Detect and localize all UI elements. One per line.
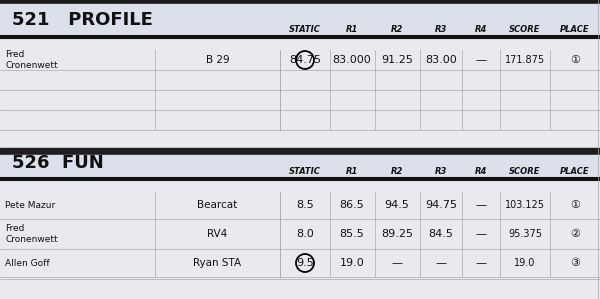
Text: PLACE: PLACE — [560, 167, 590, 176]
Text: 9.5: 9.5 — [296, 258, 314, 268]
Text: 8.5: 8.5 — [296, 201, 314, 210]
Text: Ryan STA: Ryan STA — [193, 258, 242, 268]
Text: R4: R4 — [475, 167, 487, 176]
Text: —: — — [391, 258, 403, 268]
Text: R2: R2 — [391, 167, 403, 176]
Text: Pete Mazur: Pete Mazur — [5, 201, 55, 210]
Text: 526  FUN: 526 FUN — [12, 154, 104, 172]
Text: —: — — [475, 201, 487, 210]
Text: R3: R3 — [435, 167, 447, 176]
Text: Fred
Cronenwett: Fred Cronenwett — [5, 50, 58, 70]
Text: 103.125: 103.125 — [505, 201, 545, 210]
Text: 8.0: 8.0 — [296, 229, 314, 239]
Text: 85.5: 85.5 — [340, 229, 364, 239]
Text: PLACE: PLACE — [560, 25, 590, 33]
Text: Fred
Cronenwett: Fred Cronenwett — [5, 224, 58, 244]
Text: Bearcat: Bearcat — [197, 201, 238, 210]
Text: R2: R2 — [391, 25, 403, 33]
Text: —: — — [475, 258, 487, 268]
Text: ①: ① — [570, 55, 580, 65]
Text: R3: R3 — [435, 25, 447, 33]
Text: 89.25: 89.25 — [381, 229, 413, 239]
Text: 86.5: 86.5 — [340, 201, 364, 210]
Text: RV4: RV4 — [208, 229, 227, 239]
Text: STATIC: STATIC — [289, 167, 321, 176]
Text: SCORE: SCORE — [509, 167, 541, 176]
Text: 84.5: 84.5 — [428, 229, 454, 239]
Text: —: — — [475, 229, 487, 239]
Text: ③: ③ — [570, 258, 580, 268]
Text: R1: R1 — [346, 167, 358, 176]
Text: ①: ① — [570, 201, 580, 210]
Text: 95.375: 95.375 — [508, 229, 542, 239]
Text: 19.0: 19.0 — [340, 258, 364, 268]
Text: ②: ② — [570, 229, 580, 239]
Text: Allen Goff: Allen Goff — [5, 259, 50, 268]
Text: SCORE: SCORE — [509, 25, 541, 33]
Text: 83.000: 83.000 — [332, 55, 371, 65]
Text: R1: R1 — [346, 25, 358, 33]
Text: —: — — [436, 258, 446, 268]
Text: 84.75: 84.75 — [289, 55, 321, 65]
Text: 94.75: 94.75 — [425, 201, 457, 210]
Text: 94.5: 94.5 — [385, 201, 409, 210]
Text: R4: R4 — [475, 25, 487, 33]
Text: 171.875: 171.875 — [505, 55, 545, 65]
Text: STATIC: STATIC — [289, 25, 321, 33]
Text: 19.0: 19.0 — [514, 258, 536, 268]
Text: 91.25: 91.25 — [381, 55, 413, 65]
Text: 521   PROFILE: 521 PROFILE — [12, 11, 153, 29]
Text: 83.00: 83.00 — [425, 55, 457, 65]
Text: —: — — [475, 55, 487, 65]
Text: B 29: B 29 — [206, 55, 229, 65]
